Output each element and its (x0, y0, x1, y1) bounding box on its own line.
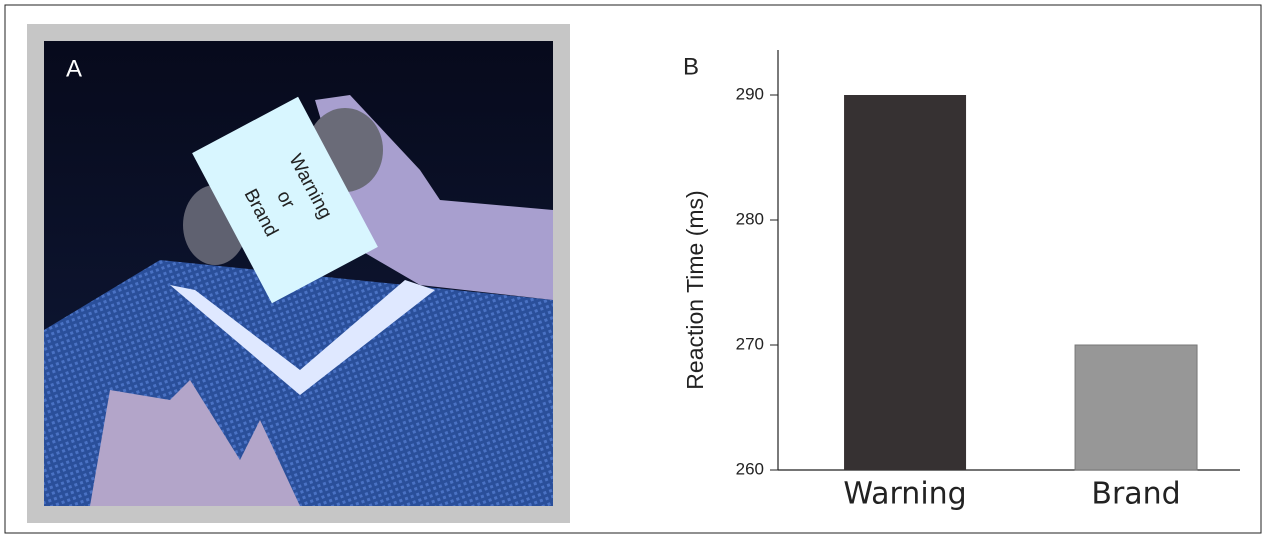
y-tick-label: 290 (736, 84, 764, 103)
y-tick-label: 280 (736, 209, 764, 228)
panel-label: A (66, 55, 82, 82)
y-tick-label: 270 (736, 334, 764, 353)
bar (844, 95, 966, 470)
x-tick-label: Brand (1091, 477, 1180, 512)
panel-label: B (683, 53, 699, 80)
figure: Warning or Brand A B Reaction Time (ms) … (0, 0, 1265, 538)
y-tick-label: 260 (736, 459, 764, 478)
bar (1075, 345, 1197, 470)
y-axis-label: Reaction Time (ms) (682, 190, 708, 389)
photo-panel: Warning or Brand A (27, 24, 570, 523)
x-tick-label: Warning (843, 477, 966, 512)
